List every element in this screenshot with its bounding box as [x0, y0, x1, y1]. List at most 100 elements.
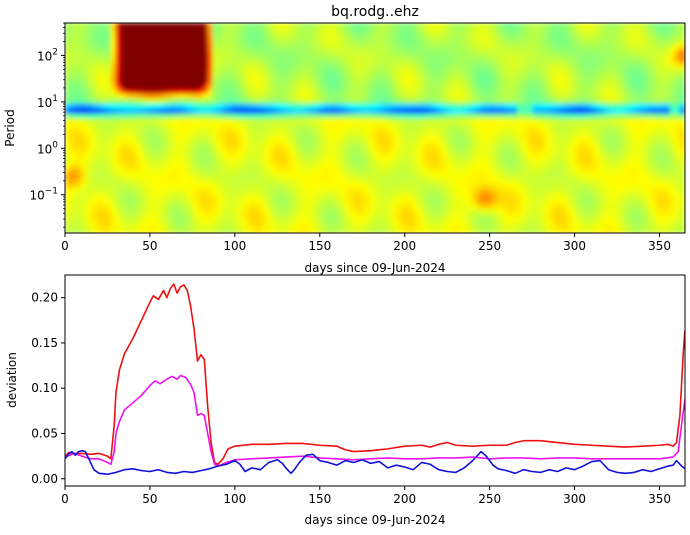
- heatmap-cell: [375, 163, 381, 169]
- heatmap-cell: [481, 218, 488, 224]
- heatmap-cell: [349, 163, 356, 169]
- heatmap-cell: [136, 133, 142, 139]
- heatmap-cell: [344, 98, 351, 104]
- heatmap-cell: [344, 38, 351, 44]
- heatmap-cell: [151, 98, 158, 104]
- heatmap-cell: [400, 53, 407, 59]
- heatmap-cell: [664, 178, 671, 184]
- heatmap-cell: [344, 28, 351, 34]
- heatmap-cell: [400, 128, 407, 134]
- heatmap-cell: [522, 73, 529, 79]
- heatmap-cell: [502, 53, 508, 59]
- heatmap-cell: [146, 63, 152, 69]
- heatmap-cell: [237, 53, 244, 59]
- heatmap-cell: [380, 23, 386, 29]
- heatmap-cell: [105, 178, 112, 184]
- heatmap-cell: [466, 78, 473, 84]
- heatmap-cell: [125, 23, 132, 29]
- heatmap-cell: [593, 223, 600, 229]
- heatmap-cell: [451, 103, 457, 109]
- heatmap-cell: [400, 163, 407, 169]
- heatmap-cell: [634, 168, 640, 174]
- heatmap-cell: [95, 158, 102, 164]
- heatmap-cell: [354, 118, 361, 124]
- heatmap-cell: [80, 193, 86, 199]
- heatmap-cell: [176, 73, 183, 79]
- heatmap-cell: [298, 128, 305, 134]
- heatmap-cell: [629, 68, 635, 74]
- heatmap-cell: [557, 188, 564, 194]
- heatmap-cell: [222, 198, 229, 204]
- heatmap-cell: [141, 33, 147, 39]
- heatmap-cell: [425, 138, 432, 144]
- heatmap-cell: [166, 113, 173, 119]
- heatmap-cell: [405, 38, 412, 44]
- heatmap-cell: [171, 193, 178, 199]
- heatmap-cell: [222, 88, 229, 94]
- heatmap-cell: [247, 223, 254, 229]
- heatmap-cell: [522, 208, 529, 214]
- heatmap-cell: [156, 68, 163, 74]
- heatmap-cell: [186, 63, 193, 69]
- heatmap-cell: [359, 153, 366, 159]
- heatmap-cell: [80, 58, 86, 64]
- heatmap-cell: [217, 103, 224, 109]
- heatmap-cell: [527, 48, 534, 54]
- heatmap-cell: [217, 108, 224, 114]
- heatmap-cell: [375, 108, 381, 114]
- heatmap-cell: [237, 148, 244, 154]
- heatmap-cell: [507, 63, 513, 69]
- heatmap-cell: [268, 163, 274, 169]
- heatmap-cell: [75, 143, 81, 149]
- heatmap-cell: [120, 203, 127, 209]
- heatmap-cell: [618, 173, 625, 179]
- heatmap-cell: [171, 58, 178, 64]
- heatmap-cell: [496, 148, 503, 154]
- heatmap-cell: [237, 178, 244, 184]
- heatmap-cell: [613, 203, 620, 209]
- heatmap-cell: [512, 123, 518, 129]
- heatmap-cell: [181, 228, 188, 233]
- heatmap-cell: [125, 223, 132, 229]
- heatmap-cell: [171, 183, 178, 189]
- heatmap-cell: [568, 53, 574, 59]
- heatmap-cell: [496, 28, 503, 34]
- heatmap-cell: [100, 113, 107, 119]
- heatmap-cell: [176, 203, 183, 209]
- heatmap-cell: [288, 58, 295, 64]
- heatmap-cell: [349, 193, 356, 199]
- heatmap-cell: [80, 153, 86, 159]
- heatmap-cell: [202, 198, 208, 204]
- heatmap-cell: [298, 168, 305, 174]
- heatmap-cell: [156, 113, 163, 119]
- heatmap-cell: [608, 33, 615, 39]
- heatmap-cell: [131, 88, 137, 94]
- heatmap-cell: [70, 148, 76, 154]
- heatmap-cell: [659, 38, 666, 44]
- heatmap-cell: [70, 118, 76, 124]
- heatmap-cell: [557, 43, 564, 49]
- heatmap-cell: [542, 88, 549, 94]
- heatmap-cell: [125, 158, 132, 164]
- heatmap-cell: [552, 83, 559, 89]
- heatmap-cell: [100, 178, 107, 184]
- heatmap-cell: [491, 123, 498, 129]
- heatmap-cell: [349, 38, 356, 44]
- heatmap-cell: [588, 38, 595, 44]
- heatmap-cell: [405, 183, 412, 189]
- heatmap-cell: [375, 23, 381, 29]
- heatmap-cell: [573, 63, 579, 69]
- heatmap-cell: [517, 223, 523, 229]
- heatmap-cell: [141, 58, 147, 64]
- heatmap-cell: [634, 93, 640, 99]
- heatmap-cell: [186, 163, 193, 169]
- heatmap-cell: [435, 108, 442, 114]
- heatmap-cell: [563, 68, 569, 74]
- heatmap-cell: [532, 133, 539, 139]
- heatmap-cell: [568, 158, 574, 164]
- heatmap-cell: [298, 98, 305, 104]
- heatmap-cell: [247, 203, 254, 209]
- heatmap-cell: [171, 203, 178, 209]
- heatmap-cell: [192, 28, 198, 34]
- heatmap-cell: [400, 118, 407, 124]
